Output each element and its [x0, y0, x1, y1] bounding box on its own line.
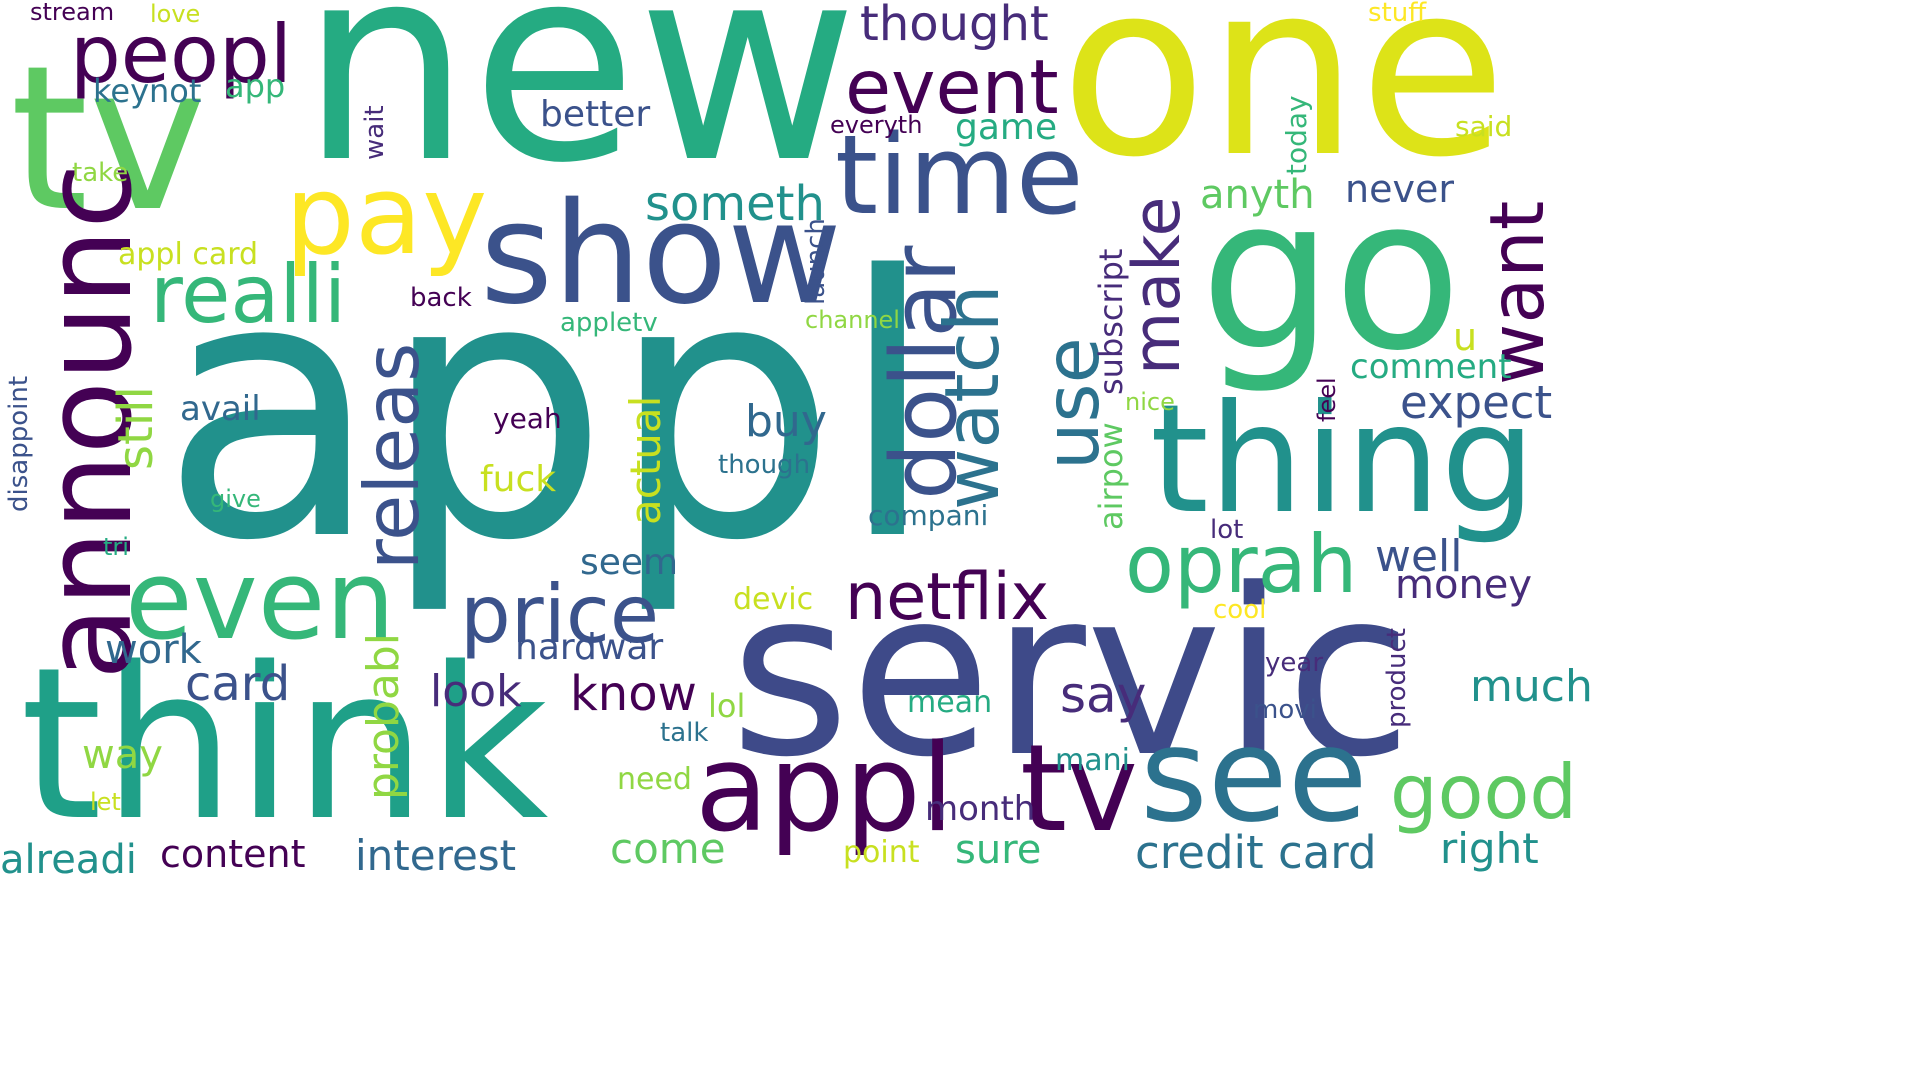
word-cool: cool: [1213, 595, 1267, 625]
word-everyth: everyth: [830, 111, 923, 139]
word-thing: thing: [1150, 373, 1536, 547]
word-appl: appl: [160, 200, 938, 619]
word-event: event: [845, 43, 1059, 131]
word-interest: interest: [355, 831, 517, 880]
word-look: look: [430, 666, 522, 717]
word-tv: tv: [10, 23, 207, 256]
word-money: money: [1395, 562, 1533, 608]
word-said: said: [1455, 110, 1513, 143]
word-today: today: [1280, 95, 1313, 175]
word-subscript: subscript: [1092, 248, 1130, 395]
word-right: right: [1440, 824, 1539, 873]
word-game: game: [955, 107, 1058, 148]
word-give: give: [210, 485, 261, 513]
word-work: work: [105, 627, 202, 673]
word-month: month: [925, 789, 1036, 829]
word-airpow: airpow: [1092, 422, 1130, 530]
word-love: love: [150, 0, 201, 28]
word-buy: buy: [745, 396, 827, 447]
word-show: show: [480, 173, 842, 336]
word-thought: thought: [860, 0, 1049, 52]
word-anyth: anyth: [1200, 172, 1315, 218]
word-card: card: [185, 656, 291, 712]
word-lot: lot: [1210, 515, 1244, 545]
word-see: see: [1140, 699, 1368, 851]
word-watch: watch: [928, 284, 1016, 510]
word-much: much: [1470, 661, 1593, 712]
word-make: make: [1120, 196, 1195, 375]
word-netflix: netflix: [845, 560, 1050, 635]
word-lol: lol: [708, 687, 746, 725]
word-better: better: [540, 94, 651, 135]
word-new: new: [300, 0, 859, 222]
word-pay: pay: [285, 151, 488, 279]
word-price: price: [460, 568, 660, 661]
word-actual: actual: [621, 395, 670, 525]
word-even: even: [125, 536, 396, 664]
word-u: u: [1453, 315, 1478, 359]
word-sure: sure: [955, 827, 1042, 873]
word-channel: channel: [805, 306, 900, 334]
word-good: good: [1390, 748, 1577, 836]
word-seem: seem: [580, 542, 679, 583]
word-nice: nice: [1125, 388, 1175, 416]
word-tv-2: tv: [1020, 720, 1139, 859]
word-appl-2: appl: [695, 720, 955, 859]
word-well: well: [1375, 531, 1463, 582]
word-probabl: probabl: [358, 632, 409, 800]
word-back: back: [410, 283, 472, 313]
word-avail: avail: [180, 389, 261, 429]
word-feel: feel: [1313, 377, 1341, 422]
word-never: never: [1345, 167, 1454, 211]
word-talk: talk: [660, 718, 709, 748]
word-wait: wait: [360, 105, 390, 160]
word-appl-card: appl card: [118, 237, 259, 272]
word-fuck: fuck: [480, 459, 557, 500]
word-releas: releas: [348, 342, 436, 570]
word-stuff: stuff: [1368, 0, 1427, 28]
word-think: think: [20, 622, 549, 867]
word-need: need: [617, 762, 692, 797]
word-yeah: yeah: [493, 402, 562, 435]
word-way: way: [82, 732, 163, 778]
word-one: one: [1060, 0, 1507, 210]
word-mani: mani: [1055, 743, 1130, 778]
word-realli: realli: [150, 248, 347, 341]
word-product: product: [1382, 627, 1412, 728]
word-year: year: [1265, 648, 1324, 678]
word-someth: someth: [645, 176, 825, 232]
word-movi: movi: [1253, 695, 1317, 725]
word-app: app: [225, 67, 286, 105]
word-say: say: [1060, 666, 1147, 724]
word-credit-card: credit card: [1135, 826, 1377, 879]
word-launch: launch: [801, 218, 831, 305]
word-peopl: peopl: [70, 8, 292, 101]
word-point: point: [843, 835, 920, 870]
word-tri: tri: [103, 533, 129, 561]
word-take: take: [72, 158, 129, 188]
word-go: go: [1200, 152, 1462, 397]
word-let: let: [90, 788, 121, 816]
word-mean: mean: [907, 685, 993, 720]
word-content: content: [160, 832, 306, 876]
word-time: time: [835, 111, 1084, 239]
word-stream: stream: [30, 0, 115, 26]
word-servic: servic: [730, 541, 1413, 808]
word-oprah: oprah: [1125, 518, 1358, 611]
word-compani: compani: [868, 499, 989, 532]
word-comment: comment: [1350, 347, 1512, 387]
word-appletv: appletv: [560, 308, 658, 338]
word-devic: devic: [733, 582, 814, 617]
word-keynot: keynot: [93, 72, 202, 110]
word-still: still: [108, 386, 164, 470]
word-know: know: [570, 666, 697, 722]
word-expect: expect: [1400, 376, 1553, 429]
word-come: come: [610, 824, 726, 873]
word-alreadi: alreadi: [0, 837, 137, 883]
word-hardwar: hardwar: [515, 627, 664, 668]
word-though: though: [718, 450, 811, 480]
word-disappoint: disappoint: [4, 375, 34, 512]
